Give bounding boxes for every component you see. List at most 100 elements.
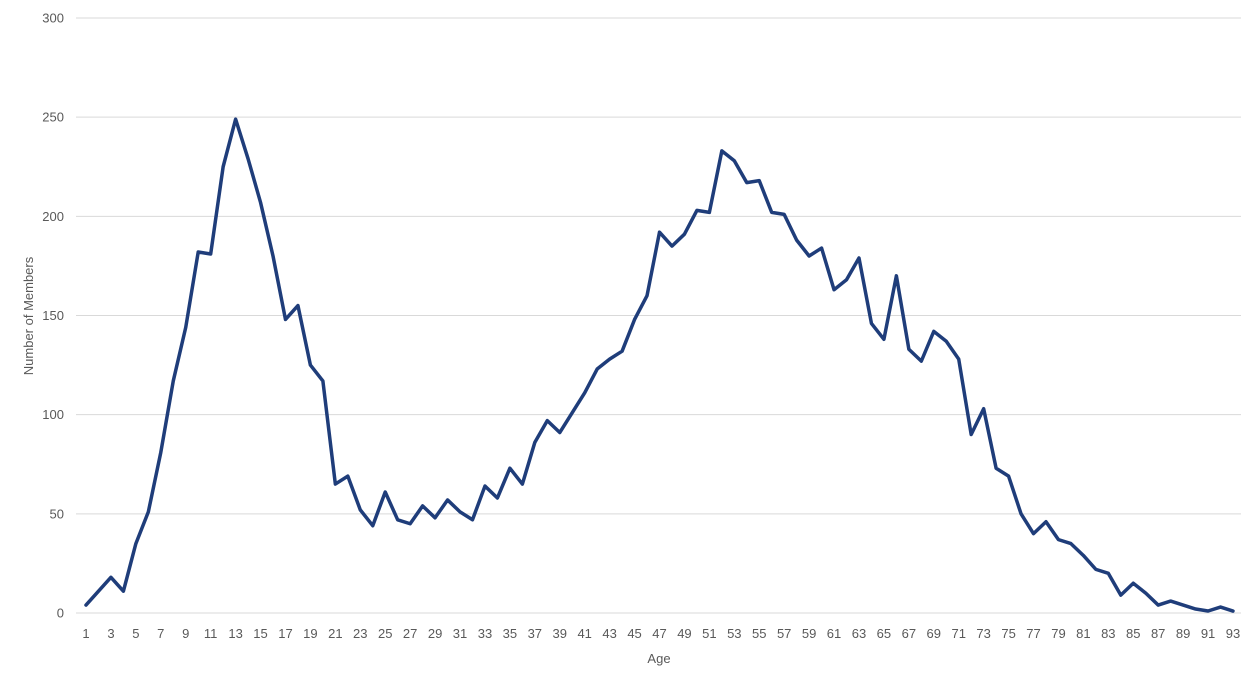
data-point-age-60 [820,246,824,250]
data-point-age-2 [96,589,100,593]
data-point-age-20 [321,379,325,383]
data-point-age-1 [84,603,88,607]
x-tick-label-5: 5 [132,626,139,641]
data-point-age-78 [1044,520,1048,524]
x-tick-label-23: 23 [353,626,367,641]
x-tick-label-77: 77 [1026,626,1040,641]
data-point-age-70 [944,339,948,343]
data-point-age-21 [333,482,337,486]
x-tick-label-25: 25 [378,626,392,641]
data-point-age-19 [308,363,312,367]
data-point-age-52 [720,149,724,153]
data-point-age-5 [134,542,138,546]
x-tick-label-7: 7 [157,626,164,641]
data-point-age-30 [446,498,450,502]
data-point-age-12 [221,165,225,169]
data-point-age-35 [508,466,512,470]
data-point-age-86 [1144,591,1148,595]
data-point-age-92 [1219,605,1223,609]
data-point-age-11 [209,252,213,256]
data-point-age-6 [146,510,150,514]
data-point-age-77 [1032,532,1036,536]
data-point-age-23 [358,508,362,512]
x-tick-label-9: 9 [182,626,189,641]
data-point-age-18 [296,304,300,308]
x-tick-label-37: 37 [528,626,542,641]
series-line [84,117,1235,613]
data-point-age-79 [1056,538,1060,542]
y-tick-label-300: 300 [42,11,64,26]
x-tick-label-15: 15 [253,626,267,641]
data-point-age-46 [645,294,649,298]
data-point-age-44 [620,349,624,353]
data-point-age-54 [745,181,749,185]
data-point-age-50 [695,208,699,212]
data-point-age-10 [196,250,200,254]
data-point-age-4 [121,589,125,593]
data-point-age-8 [171,379,175,383]
x-tick-label-57: 57 [777,626,791,641]
data-point-age-40 [570,411,574,415]
data-point-age-76 [1019,512,1023,516]
gridlines [76,17,1241,614]
data-point-age-14 [246,157,250,161]
x-tick-label-35: 35 [503,626,517,641]
y-tick-label-50: 50 [50,506,64,521]
data-point-age-38 [545,419,549,423]
data-point-age-72 [969,433,973,437]
y-tick-label-100: 100 [42,407,64,422]
data-point-age-71 [957,357,961,361]
data-point-age-51 [707,210,711,214]
x-axis-tick-labels: 1 3 5 7 9 11 13 15 17 19 21 23 25 27 29 31 33 35 37 39 41 43 4… [82,626,1240,641]
data-point-age-45 [633,317,637,321]
x-tick-label-85: 85 [1126,626,1140,641]
data-point-age-33 [483,484,487,488]
data-point-age-17 [283,317,287,321]
x-tick-label-81: 81 [1076,626,1090,641]
x-tick-label-39: 39 [553,626,567,641]
data-point-age-88 [1169,599,1173,603]
x-tick-label-49: 49 [677,626,691,641]
data-point-age-82 [1094,567,1098,571]
data-point-age-24 [371,524,375,528]
x-tick-label-3: 3 [107,626,114,641]
data-point-age-85 [1131,581,1135,585]
x-tick-label-29: 29 [428,626,442,641]
data-point-age-55 [757,179,761,183]
x-tick-label-91: 91 [1201,626,1215,641]
data-point-age-42 [595,367,599,371]
y-tick-label-0: 0 [57,606,64,621]
data-point-age-56 [770,210,774,214]
x-tick-label-93: 93 [1226,626,1240,641]
data-point-age-34 [495,496,499,500]
x-tick-label-61: 61 [827,626,841,641]
data-point-age-68 [919,359,923,363]
data-point-age-49 [682,232,686,236]
data-point-age-62 [845,278,849,282]
data-point-age-75 [1007,474,1011,478]
data-point-age-48 [670,244,674,248]
data-point-age-15 [259,200,263,204]
data-point-age-80 [1069,542,1073,546]
data-point-age-89 [1181,603,1185,607]
data-point-age-63 [857,256,861,260]
data-point-age-90 [1194,607,1198,611]
data-point-age-59 [807,254,811,258]
data-point-age-84 [1119,593,1123,597]
data-point-age-31 [458,510,462,514]
x-tick-label-69: 69 [927,626,941,641]
data-point-age-3 [109,575,113,579]
data-point-age-43 [608,357,612,361]
data-point-age-73 [982,407,986,411]
data-point-age-7 [159,450,163,454]
data-point-age-58 [795,238,799,242]
data-point-age-64 [869,321,873,325]
data-point-age-36 [520,482,524,486]
data-point-age-29 [433,516,437,520]
x-tick-label-53: 53 [727,626,741,641]
data-point-age-93 [1231,609,1235,613]
y-tick-label-250: 250 [42,110,64,125]
x-tick-label-75: 75 [1001,626,1015,641]
data-point-age-87 [1156,603,1160,607]
data-point-age-69 [932,329,936,333]
